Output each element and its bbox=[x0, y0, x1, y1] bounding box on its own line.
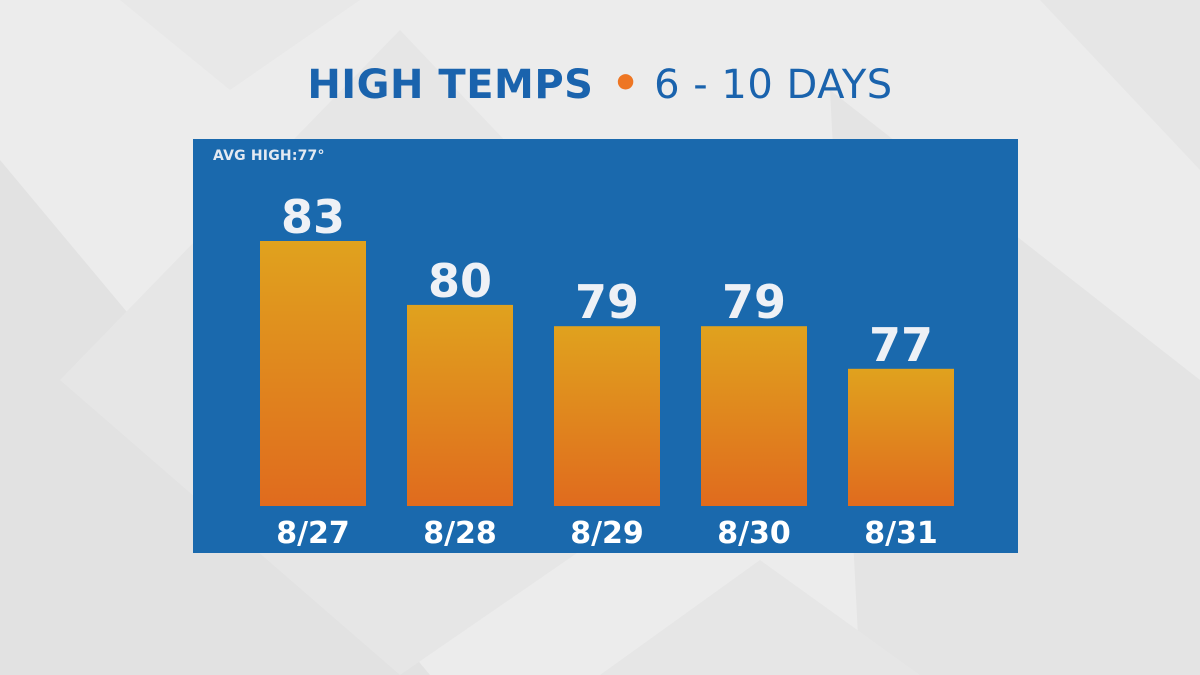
title-main: HIGH TEMPS bbox=[307, 62, 594, 108]
category-label: 8/28 bbox=[423, 516, 497, 551]
value-label: 83 bbox=[281, 190, 345, 244]
value-label: 80 bbox=[428, 254, 492, 308]
value-label: 79 bbox=[722, 275, 786, 329]
avg-high-label: AVG HIGH:77° bbox=[213, 148, 325, 164]
bar-8/27 bbox=[260, 241, 366, 506]
category-label: 8/27 bbox=[276, 516, 350, 551]
value-label: 77 bbox=[869, 318, 933, 372]
bar-8/31 bbox=[848, 368, 954, 506]
chart-panel: 83 8/27 80 8/28 79 8/29 79 8/30 77 8/31 AVG HIGH:… bbox=[193, 139, 1018, 553]
bars-group: 83 8/27 80 8/28 79 8/29 79 8/30 77 8/31 bbox=[260, 190, 954, 551]
chart-title: HIGH TEMPS • 6 - 10 DAYS bbox=[0, 58, 1200, 109]
title-subtitle: 6 - 10 DAYS bbox=[654, 62, 893, 108]
bar-8/29 bbox=[554, 326, 660, 506]
category-label: 8/30 bbox=[717, 516, 791, 551]
title-separator-dot: • bbox=[611, 58, 641, 109]
category-label: 8/29 bbox=[570, 516, 644, 551]
category-label: 8/31 bbox=[864, 516, 938, 551]
bar-chart: 83 8/27 80 8/28 79 8/29 79 8/30 77 8/31 bbox=[260, 190, 954, 551]
bar-8/30 bbox=[701, 326, 807, 506]
value-label: 79 bbox=[575, 275, 639, 329]
bar-8/28 bbox=[407, 304, 513, 506]
